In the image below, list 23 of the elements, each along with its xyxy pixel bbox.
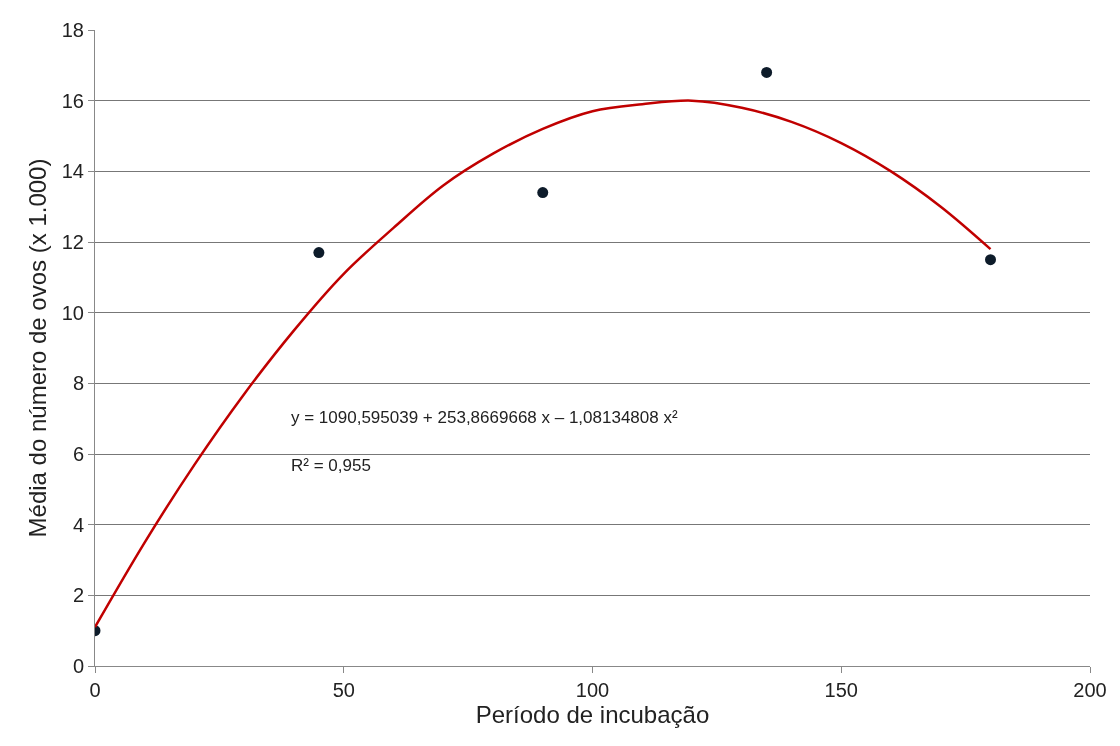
- annotation: R² = 0,955: [291, 456, 371, 475]
- y-tick-label: 14: [61, 160, 84, 183]
- y-tick-label: 6: [72, 443, 84, 465]
- x-axis-title: Período de incubação: [475, 701, 710, 728]
- annotation: y = 1090,595039 + 253,8669668 x – 1,08134808 x²: [291, 408, 678, 427]
- y-tick-label: 4: [72, 513, 84, 536]
- y-tick-label: 0: [72, 655, 84, 677]
- point: [761, 66, 773, 78]
- point: [313, 247, 325, 259]
- x-tick-label: 200: [1073, 679, 1107, 701]
- y-axis-title: Média do número de ovos (x 1.000): [23, 158, 51, 538]
- x-tick-label: 0: [89, 679, 101, 701]
- x-tick-label: 50: [332, 679, 355, 701]
- y-tick-label: 2: [72, 584, 84, 607]
- y-tick-label: 16: [61, 89, 84, 112]
- y-tick-label: 12: [61, 231, 84, 253]
- point: [537, 187, 549, 199]
- y-tick-label: 10: [61, 301, 84, 324]
- x-tick-label: 100: [575, 679, 610, 701]
- point: [985, 254, 996, 266]
- y-tick-label: 8: [72, 372, 84, 395]
- x-tick-label: 150: [824, 679, 858, 701]
- y-tick-label: 18: [61, 19, 84, 41]
